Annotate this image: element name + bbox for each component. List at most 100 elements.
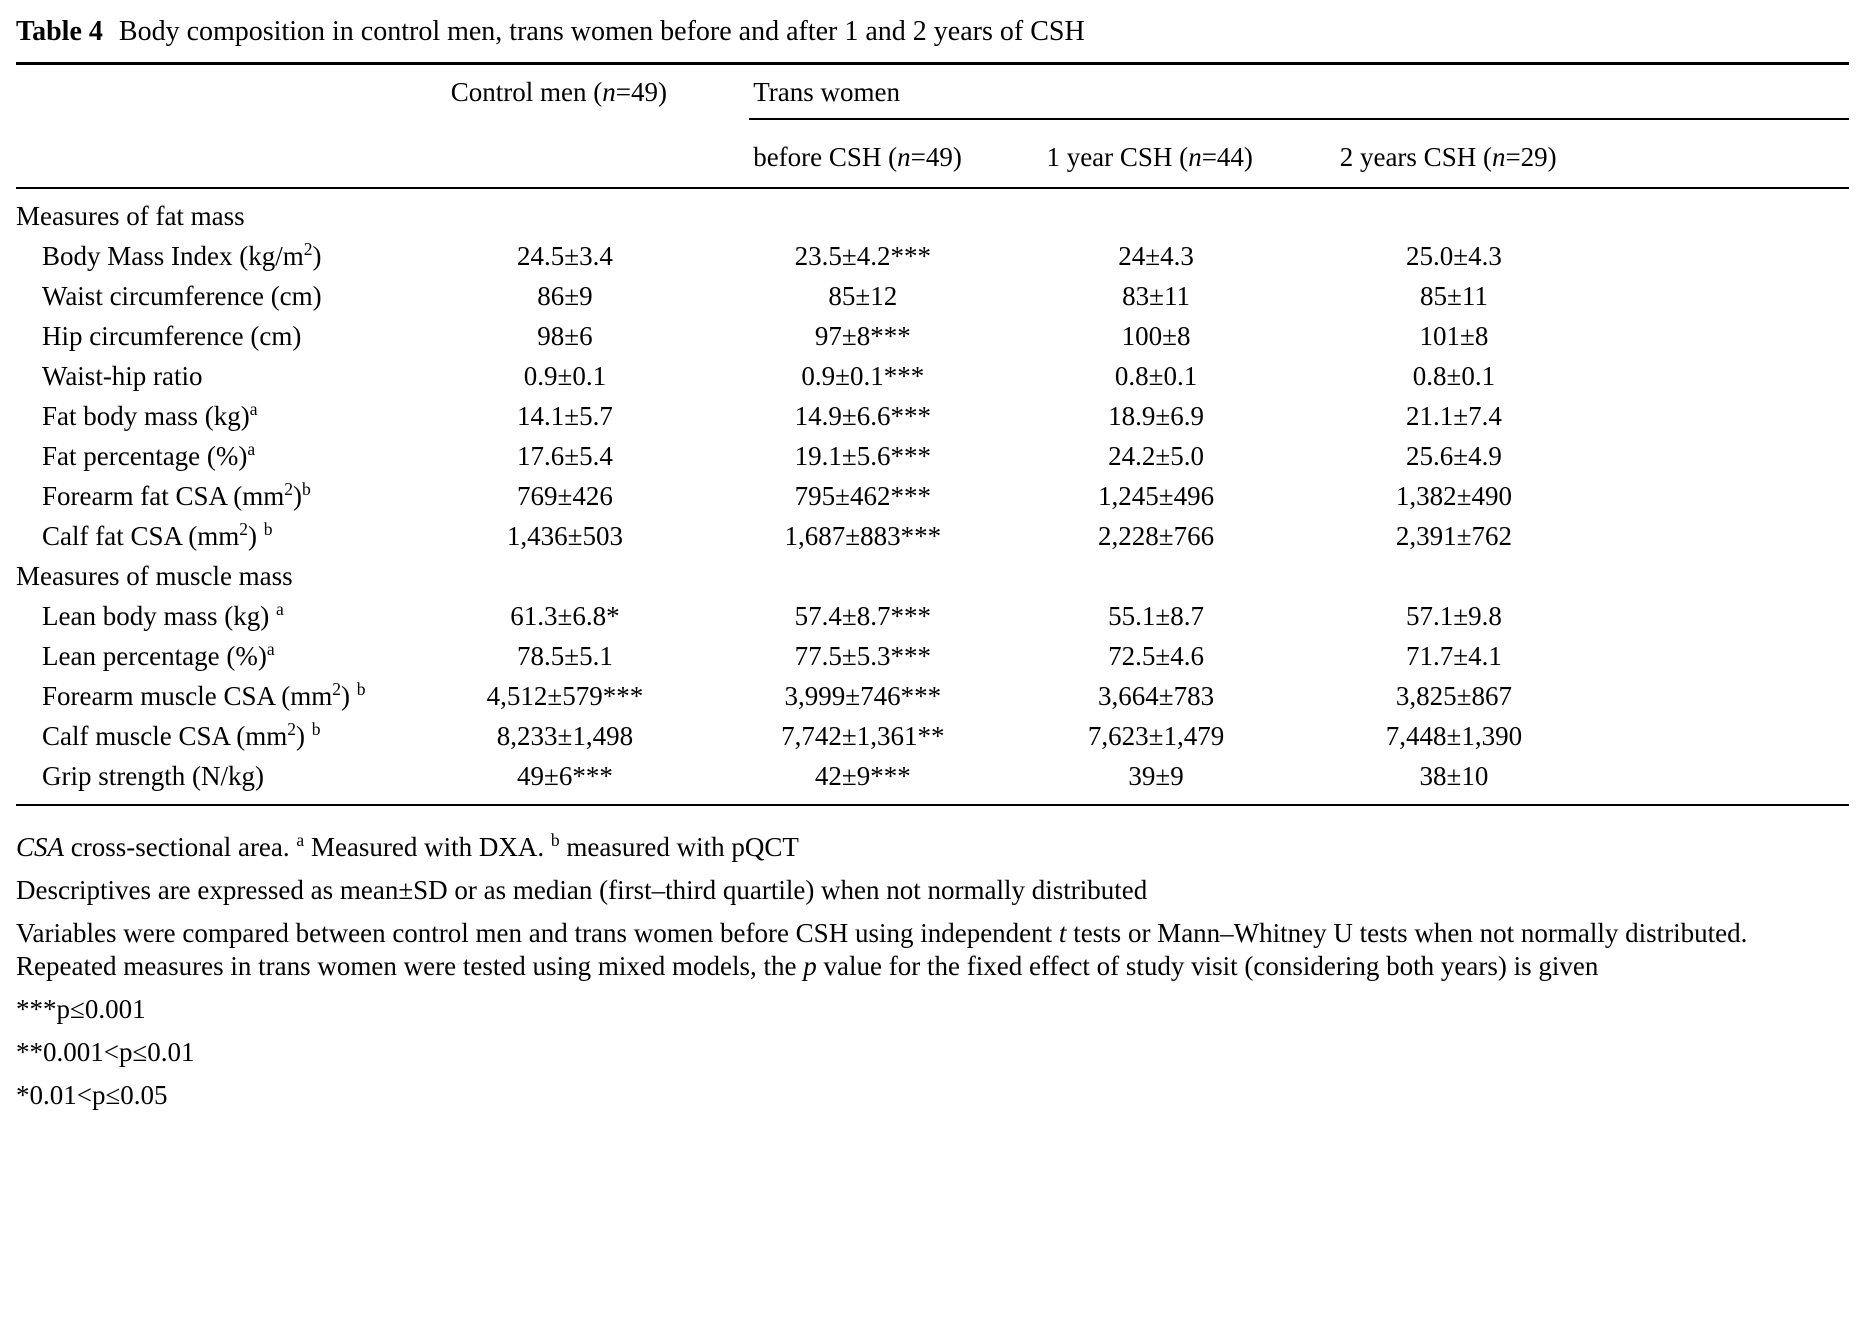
- row-label: Lean body mass (kg) a: [42, 599, 284, 631]
- value-1-year-csh: 55.1±8.7: [1108, 601, 1204, 631]
- row-label: Grip strength (N/kg): [42, 761, 264, 791]
- row-label: Forearm fat CSA (mm2)b: [42, 479, 311, 511]
- value-2-years-csh: 0.8±0.1: [1412, 361, 1496, 391]
- spacer-cell: [1638, 357, 1849, 397]
- col-group-header-trans-women: Trans women: [749, 63, 1849, 120]
- value-control-men: 49±6***: [517, 761, 613, 791]
- col-header-before-csh: before CSH (n=49): [749, 119, 1043, 189]
- footnote-descriptives: Descriptives are expressed as mean±SD or…: [16, 874, 1148, 905]
- value-1-year-csh: 18.9±6.9: [1108, 401, 1204, 431]
- section-row-muscle-mass: Measures of muscle mass: [16, 557, 1849, 597]
- value-before-csh: 1,687±883***: [784, 521, 942, 551]
- value-before-csh: 23.5±4.2***: [794, 241, 931, 271]
- table-row-grip-strength: Grip strength (N/kg) 49±6*** 42±9*** 39±…: [16, 757, 1849, 806]
- spacer-cell: [1638, 677, 1849, 717]
- value-before-csh: 3,999±746***: [784, 681, 942, 711]
- corner-cell: [16, 63, 447, 189]
- footnote-abbreviations: CSA cross-sectional area. a Measured wit…: [16, 830, 799, 862]
- footnote-significance-3: ***p≤0.001: [16, 994, 146, 1024]
- value-before-csh: 7,742±1,361**: [781, 721, 945, 751]
- spacer-cell: [1638, 277, 1849, 317]
- value-1-year-csh: 3,664±783: [1098, 681, 1215, 711]
- value-control-men: 24.5±3.4: [517, 241, 613, 271]
- value-1-year-csh: 39±9: [1128, 761, 1184, 791]
- value-before-csh: 77.5±5.3***: [794, 641, 931, 671]
- value-2-years-csh: 38±10: [1419, 761, 1489, 791]
- value-2-years-csh: 7,448±1,390: [1385, 721, 1523, 751]
- row-label: Waist-hip ratio: [42, 361, 203, 391]
- table-row-fat-body-mass: Fat body mass (kg)a 14.1±5.7 14.9±6.6***…: [16, 397, 1849, 437]
- value-control-men: 8,233±1,498: [496, 721, 634, 751]
- value-1-year-csh: 24±4.3: [1118, 241, 1194, 271]
- section-heading: Measures of muscle mass: [16, 561, 293, 591]
- row-label: Fat percentage (%)a: [42, 439, 256, 471]
- row-label: Calf fat CSA (mm2) b: [42, 519, 273, 551]
- value-control-men: 86±9: [537, 281, 593, 311]
- col-header-2-years-csh: 2 years CSH (n=29): [1335, 119, 1639, 189]
- value-2-years-csh: 2,391±762: [1395, 521, 1512, 551]
- value-1-year-csh: 83±11: [1122, 281, 1190, 311]
- value-control-men: 769±426: [517, 481, 613, 511]
- value-2-years-csh: 25.6±4.9: [1406, 441, 1502, 471]
- table-row-forearm-muscle-csa: Forearm muscle CSA (mm2) b 4,512±579*** …: [16, 677, 1849, 717]
- value-before-csh: 97±8***: [814, 321, 911, 351]
- table-caption-text: Body composition in control men, trans w…: [118, 16, 1085, 47]
- row-label: Lean percentage (%)a: [42, 639, 275, 671]
- value-before-csh: 19.1±5.6***: [794, 441, 931, 471]
- value-2-years-csh: 71.7±4.1: [1406, 641, 1502, 671]
- row-label: Forearm muscle CSA (mm2) b: [42, 679, 366, 711]
- value-before-csh: 57.4±8.7***: [794, 601, 931, 631]
- row-label: Hip circumference (cm): [42, 321, 302, 351]
- value-1-year-csh: 7,623±1,479: [1087, 721, 1225, 751]
- spacer-cell: [1638, 397, 1849, 437]
- row-label: Waist circumference (cm): [42, 281, 322, 311]
- value-control-men: 17.6±5.4: [517, 441, 613, 471]
- value-before-csh: 14.9±6.6***: [794, 401, 931, 431]
- section-heading: Measures of fat mass: [16, 201, 245, 231]
- spacer-cell: [1638, 437, 1849, 477]
- section-row-fat-mass: Measures of fat mass: [16, 188, 1849, 237]
- row-label: Body Mass Index (kg/m2): [42, 239, 322, 271]
- value-1-year-csh: 0.8±0.1: [1114, 361, 1198, 391]
- spacer-cell: [1638, 477, 1849, 517]
- value-1-year-csh: 24.2±5.0: [1108, 441, 1204, 471]
- table-header: Control men (n=49) Trans women before CS…: [16, 63, 1849, 189]
- table-footnotes: CSA cross-sectional area. a Measured wit…: [16, 806, 1849, 1112]
- value-1-year-csh: 72.5±4.6: [1108, 641, 1204, 671]
- footnote-methods: Variables were compared between control …: [16, 917, 1748, 982]
- value-control-men: 1,436±503: [506, 521, 623, 551]
- header-row-subgroups: before CSH (n=49) 1 year CSH (n=44) 2 ye…: [16, 119, 1849, 189]
- value-control-men: 78.5±5.1: [517, 641, 613, 671]
- value-2-years-csh: 3,825±867: [1395, 681, 1512, 711]
- spacer-cell: [1638, 757, 1849, 806]
- row-label: Fat body mass (kg)a: [42, 399, 258, 431]
- value-2-years-csh: 25.0±4.3: [1406, 241, 1502, 271]
- table-row-calf-fat-csa: Calf fat CSA (mm2) b 1,436±503 1,687±883…: [16, 517, 1849, 557]
- col-header-control-men: Control men (n=49): [446, 63, 750, 189]
- header-row-groups: Control men (n=49) Trans women: [16, 63, 1849, 189]
- value-control-men: 0.9±0.1: [523, 361, 607, 391]
- footnote-significance-1: *0.01<p≤0.05: [16, 1079, 168, 1110]
- table-row-forearm-fat-csa: Forearm fat CSA (mm2)b 769±426 795±462**…: [16, 477, 1849, 517]
- table-caption: Table 4 Body composition in control men, …: [16, 8, 1849, 62]
- header-spacer-cell: [1638, 119, 1849, 189]
- value-2-years-csh: 57.1±9.8: [1406, 601, 1502, 631]
- table-row-fat-percentage: Fat percentage (%)a 17.6±5.4 19.1±5.6***…: [16, 437, 1849, 477]
- spacer-cell: [1638, 317, 1849, 357]
- col-header-1-year-csh: 1 year CSH (n=44): [1042, 119, 1336, 189]
- value-control-men: 14.1±5.7: [517, 401, 613, 431]
- table-row-bmi: Body Mass Index (kg/m2) 24.5±3.4 23.5±4.…: [16, 237, 1849, 277]
- table-row-waist-hip-ratio: Waist-hip ratio 0.9±0.1 0.9±0.1*** 0.8±0…: [16, 357, 1849, 397]
- table-number-label: Table 4: [16, 16, 103, 47]
- table-row-waist-circumference: Waist circumference (cm) 86±9 85±12 83±1…: [16, 277, 1849, 317]
- value-1-year-csh: 1,245±496: [1098, 481, 1215, 511]
- value-before-csh: 85±12: [828, 281, 898, 311]
- spacer-cell: [1638, 237, 1849, 277]
- table-row-lean-body-mass: Lean body mass (kg) a 61.3±6.8* 57.4±8.7…: [16, 597, 1849, 637]
- value-before-csh: 42±9***: [814, 761, 911, 791]
- value-2-years-csh: 1,382±490: [1395, 481, 1512, 511]
- body-composition-table: Control men (n=49) Trans women before CS…: [16, 62, 1849, 806]
- paper-page: Table 4 Body composition in control men, …: [16, 8, 1849, 1112]
- value-2-years-csh: 85±11: [1420, 281, 1488, 311]
- row-label: Calf muscle CSA (mm2) b: [42, 719, 321, 751]
